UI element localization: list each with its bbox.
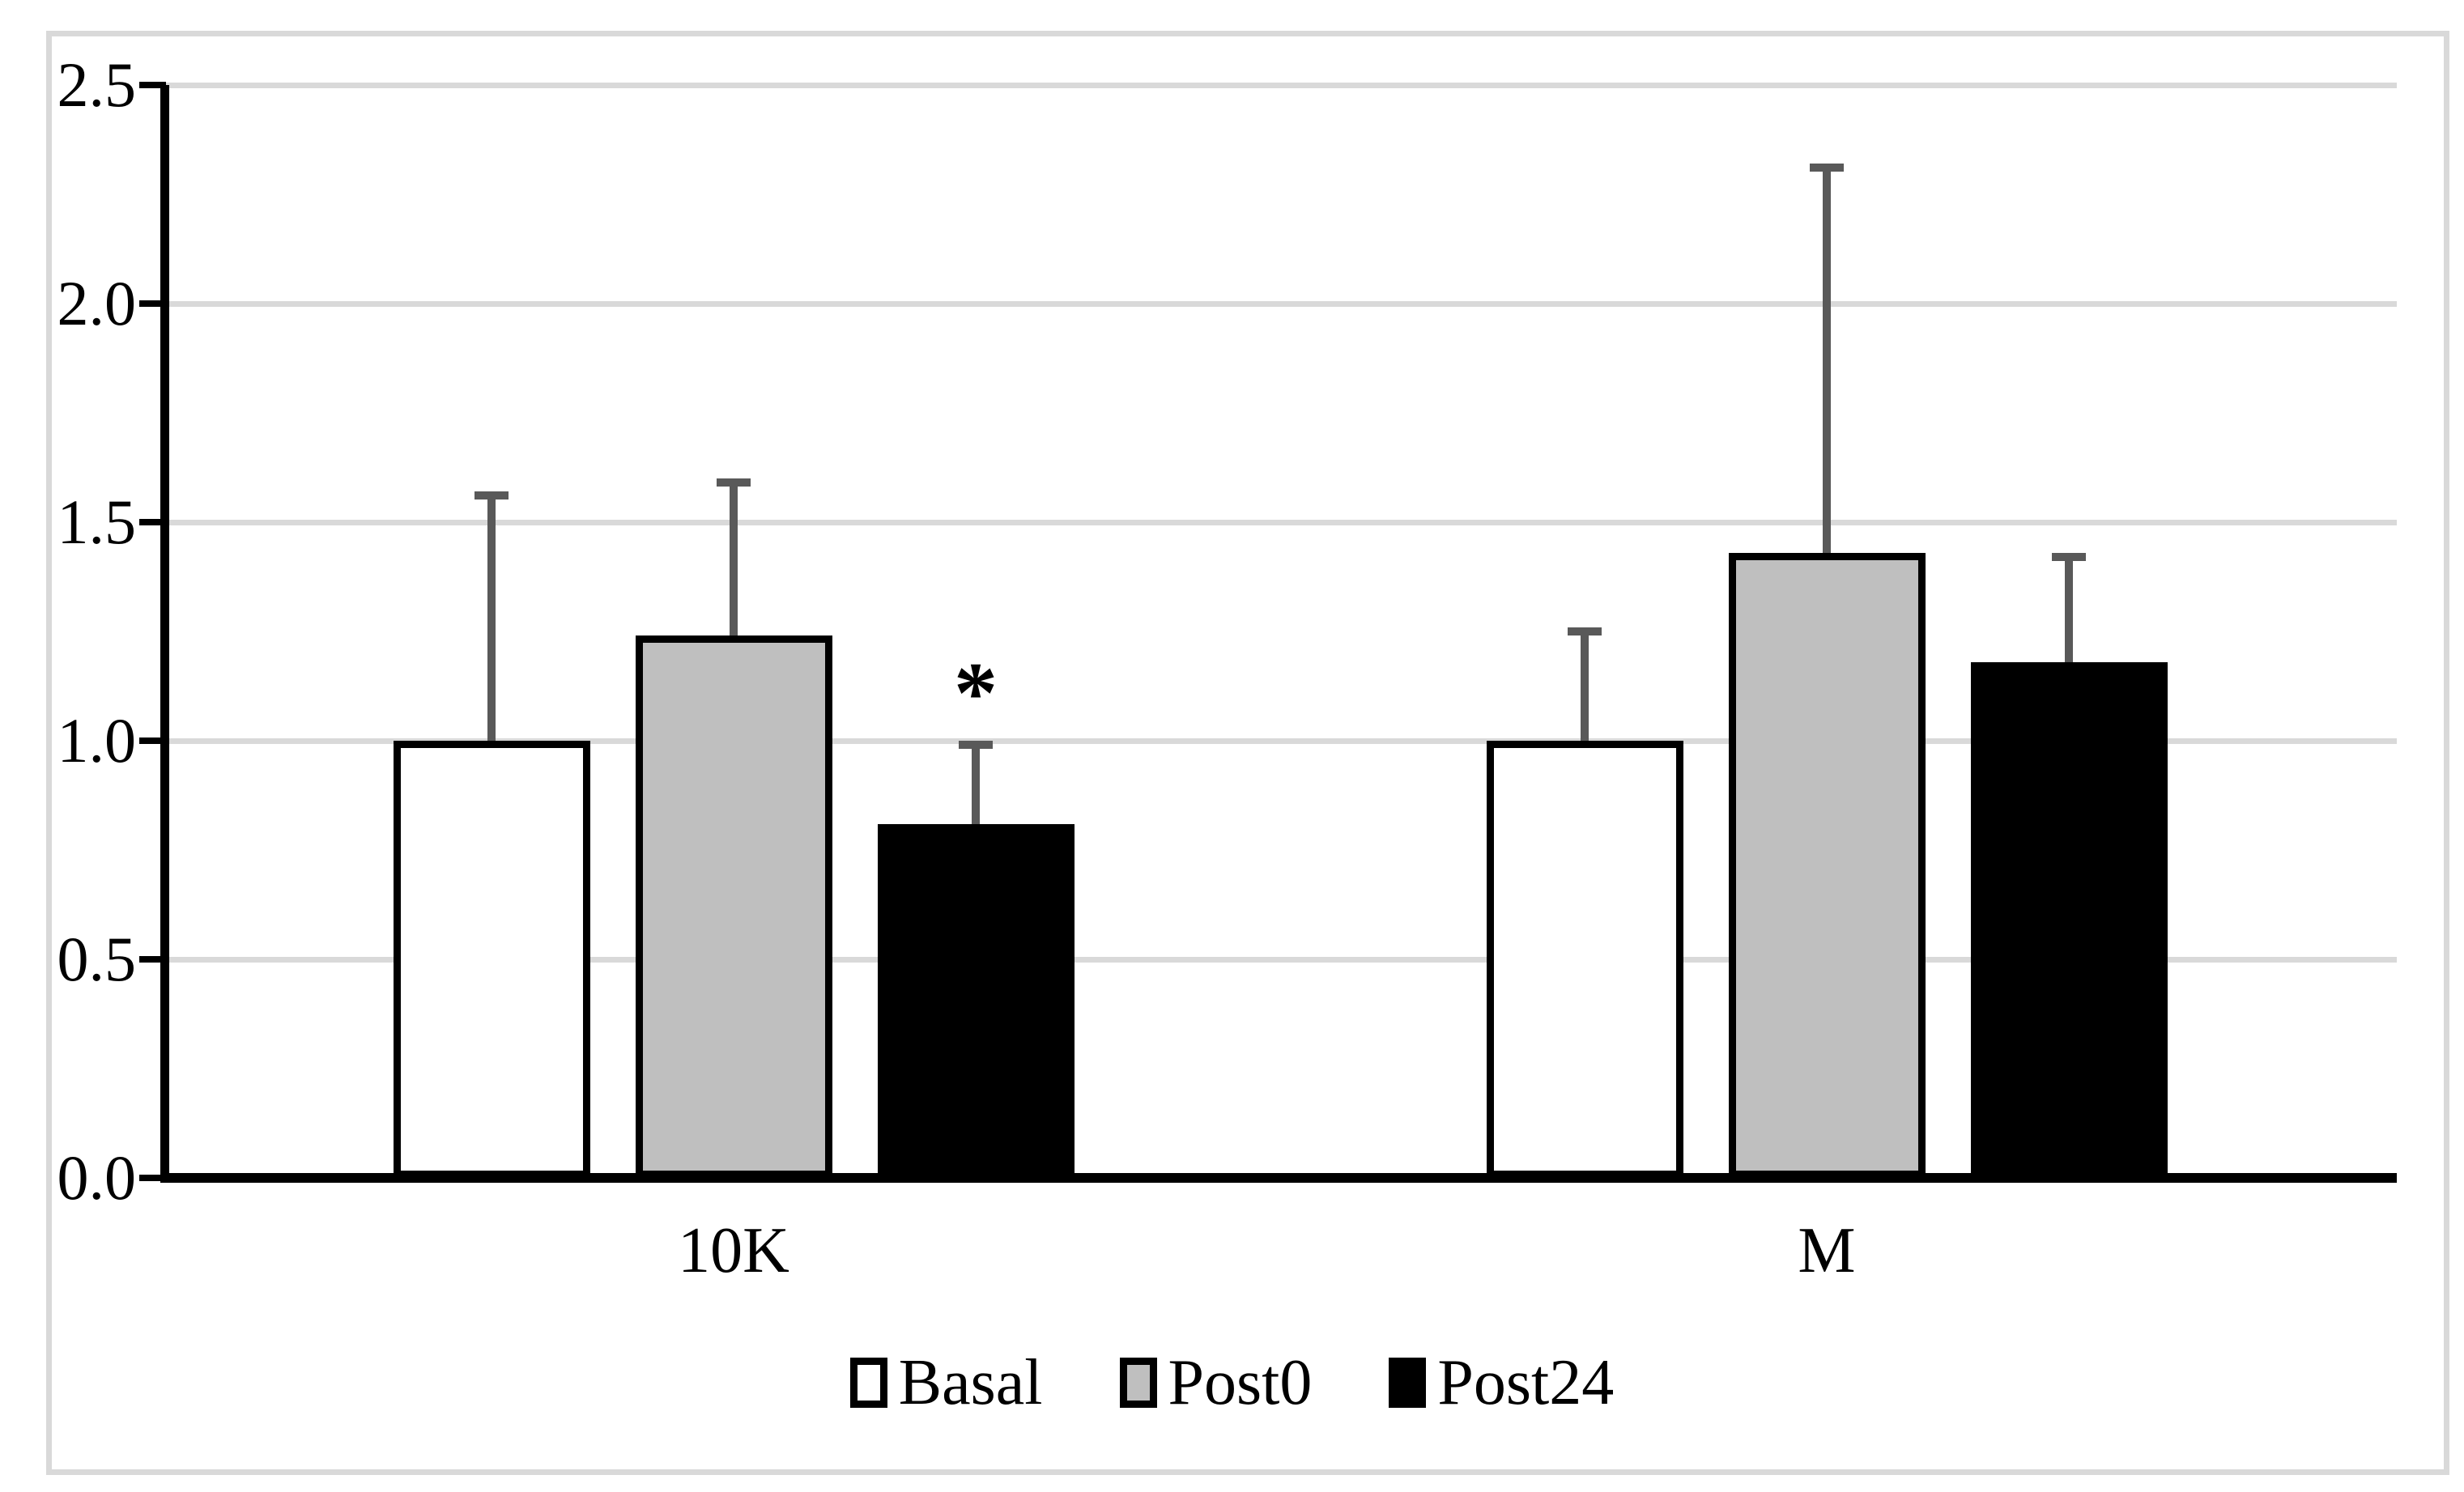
legend-label-post0: Post0 [1168,1346,1313,1418]
y-axis-tick-2.5 [139,82,166,88]
y-axis-tick-1.5 [139,519,166,525]
error-bar-basal-m [1581,627,1589,746]
error-bar-cap-basal-10k [475,491,509,500]
bar-basal-m [1486,741,1683,1178]
y-axis-line [160,85,169,1183]
y-tick-label-1.0: 1.0 [57,705,137,776]
legend-item-post24: Post24 [1389,1346,1614,1420]
y-tick-label-0.0: 0.0 [57,1142,137,1213]
y-axis-tick-1.0 [139,737,166,744]
error-bar-post0-m [1823,164,1831,558]
legend-item-post0: Post0 [1119,1346,1313,1420]
legend-item-basal: Basal [849,1346,1043,1420]
error-bar-cap-post24-m [2052,552,2086,561]
error-bar-post0-10k [730,478,738,641]
x-category-label-10k: 10K [678,1215,789,1286]
error-bar-basal-10k [487,491,496,746]
y-axis-tick-2.0 [139,300,166,307]
error-bar-cap-post24-10k [959,741,993,749]
error-bar-cap-basal-m [1568,627,1602,635]
legend-marker-basal [849,1358,887,1408]
error-bar-post24-m [2065,552,2073,667]
y-tick-label-2.0: 2.0 [57,268,137,338]
bar-post24-10k [877,823,1075,1178]
gridline-2.0 [164,301,2397,307]
error-bar-post24-10k [972,741,980,829]
gridline-2.5 [164,83,2397,88]
bar-post0-10k [635,635,832,1178]
plot-area [164,83,2397,1178]
error-bar-cap-post0-10k [717,478,751,487]
gridline-0.5 [164,957,2397,963]
gridline-1.5 [164,520,2397,525]
y-tick-label-2.5: 2.5 [57,49,137,120]
legend-label-post24: Post24 [1437,1346,1615,1418]
significance-asterisk-post24-10k: * [954,645,998,742]
y-axis-tick-0.5 [139,956,166,963]
legend-marker-post24 [1389,1358,1427,1408]
y-tick-label-0.5: 0.5 [57,924,137,994]
y-tick-label-1.5: 1.5 [57,487,137,557]
x-axis-line [160,1173,2397,1183]
legend: Basal Post0 Post24 [0,1345,2464,1420]
y-axis-tick-0.0 [139,1175,166,1181]
bar-post0-m [1728,552,1926,1178]
bar-post24-m [1970,661,2168,1178]
bar-basal-10k [393,741,590,1178]
x-category-label-m: M [1798,1215,1856,1286]
legend-label-basal: Basal [898,1346,1043,1418]
legend-marker-post0 [1119,1358,1157,1408]
gridline-1.0 [164,738,2397,744]
error-bar-cap-post0-m [1810,164,1844,172]
